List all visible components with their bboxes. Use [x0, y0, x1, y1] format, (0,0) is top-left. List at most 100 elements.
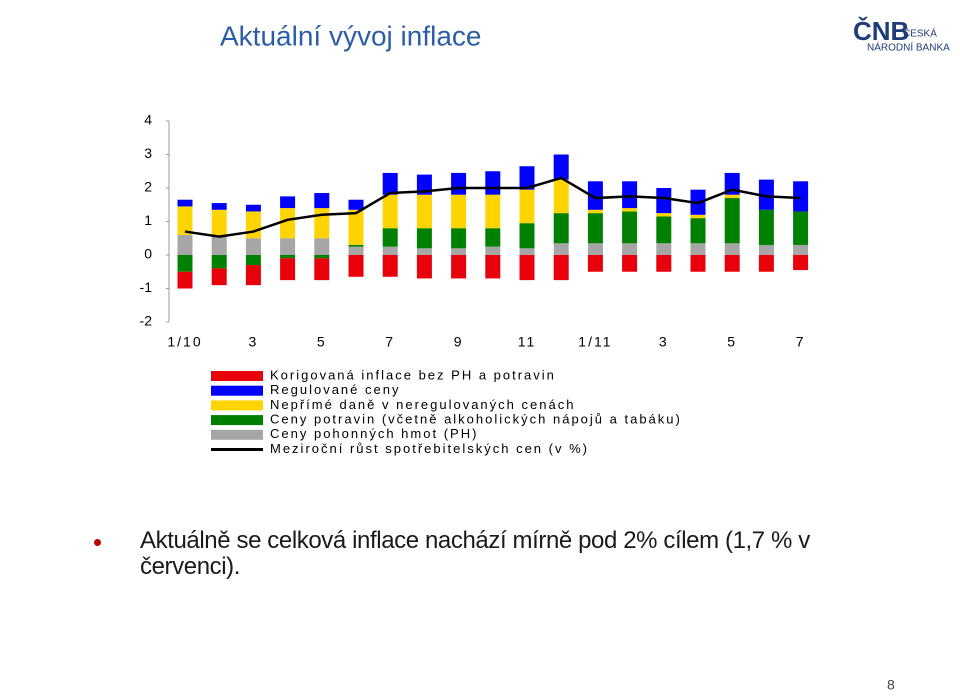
bar-segment [177, 234, 193, 255]
y-tick-label: 2 [144, 179, 152, 195]
bar-segment [245, 211, 261, 239]
bar-segment [348, 209, 364, 245]
legend-swatch [211, 400, 263, 411]
logo-mark: ČNB [853, 16, 909, 46]
legend-swatch [211, 371, 263, 381]
bar-segment [314, 258, 330, 281]
bar-segment [587, 209, 603, 214]
bar-segment [758, 179, 774, 210]
bar-segment [416, 174, 432, 195]
bar-segment [211, 268, 227, 286]
bar-segment [724, 255, 740, 272]
y-tick-label: 3 [144, 145, 152, 161]
bar-segment [245, 238, 261, 255]
bullet-dot [94, 539, 101, 546]
x-tick-label: 11 [518, 334, 537, 350]
bar-segment [656, 213, 672, 217]
x-tick-label: 9 [454, 334, 464, 350]
legend-swatch [211, 385, 263, 396]
x-tick-label: 5 [317, 334, 327, 350]
bar-segment [211, 203, 227, 210]
x-tick-label: 7 [796, 334, 806, 350]
legend-swatch [211, 415, 263, 426]
x-tick-label: 3 [659, 334, 669, 350]
bar-segment [485, 194, 501, 229]
bar-segment [245, 255, 261, 266]
bar-segment [587, 243, 603, 255]
x-tick-label: 1/10 [167, 334, 202, 350]
logo-text: ČESKÁ [903, 27, 937, 40]
bar-segment [793, 244, 809, 255]
bar-segment [758, 255, 774, 272]
slide-title: Aktuální vývoj inflace [220, 20, 481, 51]
bar-segment [451, 228, 467, 249]
bar-segment [280, 208, 296, 239]
bar-segment [485, 171, 501, 195]
bar-segment [758, 209, 774, 245]
bar-segment [724, 194, 740, 199]
bar-segment [793, 181, 809, 212]
bar-segment [656, 188, 672, 214]
bar-segment [280, 258, 296, 281]
bar-segment [280, 255, 296, 259]
bar-segment [314, 208, 330, 239]
bar-segment [553, 154, 569, 180]
bar-segment [519, 166, 535, 190]
bar-segment [553, 255, 569, 281]
bar-segment [211, 236, 227, 255]
bar-segment [485, 255, 501, 279]
bar-segment [622, 255, 638, 272]
bar-segment [280, 238, 296, 255]
y-tick-label: 0 [144, 246, 152, 262]
bar-segment [416, 255, 432, 279]
bar-segment [690, 218, 706, 244]
legend-label: Meziroční růst spotřebitelských cen (v %… [270, 441, 589, 456]
bar-segment [382, 228, 398, 247]
bar-segment [451, 172, 467, 195]
bar-segment [451, 255, 467, 279]
bar-segment [348, 246, 364, 255]
bar-segment [485, 246, 501, 255]
bar-segment [519, 223, 535, 249]
bar-segment [758, 244, 774, 255]
bar-segment [793, 255, 809, 271]
bar-segment [382, 255, 398, 277]
bar-segment [177, 199, 193, 207]
x-tick-label: 7 [385, 334, 395, 350]
bar-segment [656, 243, 672, 255]
legend-swatch [211, 429, 263, 440]
bar-segment [382, 246, 398, 255]
bar-segment [622, 211, 638, 244]
bar-segment [451, 194, 467, 229]
legend-label: Korigovaná inflace bez PH a potravin [270, 367, 556, 382]
logo-text: NÁRODNÍ BANKA [867, 41, 950, 54]
bar-segment [690, 243, 706, 255]
bar-segment [280, 196, 296, 209]
bullet-text: Aktuálně se celková inflace nachází mírn… [140, 527, 810, 580]
y-tick-label: 4 [144, 112, 152, 128]
bar-segment [348, 255, 364, 277]
bar-segment [553, 179, 569, 214]
bar-segment [587, 255, 603, 272]
bar-segment [416, 248, 432, 255]
bar-segment [348, 199, 364, 210]
x-tick-label: 5 [727, 334, 737, 350]
bar-segment [622, 181, 638, 209]
y-tick-label: 1 [144, 212, 152, 228]
bar-segment [656, 216, 672, 244]
bar-segment [245, 204, 261, 212]
bar-segment [382, 194, 398, 229]
bar-segment [656, 255, 672, 272]
bar-segment [485, 228, 501, 247]
bar-segment [622, 208, 638, 212]
bar-segment [211, 255, 227, 269]
y-tick-label: -2 [140, 313, 153, 329]
bar-segment [622, 243, 638, 255]
bar-segment [314, 193, 330, 209]
bar-segment [553, 243, 569, 255]
bar-segment [211, 209, 227, 237]
bar-segment [793, 211, 809, 245]
x-tick-label: 3 [249, 334, 259, 350]
